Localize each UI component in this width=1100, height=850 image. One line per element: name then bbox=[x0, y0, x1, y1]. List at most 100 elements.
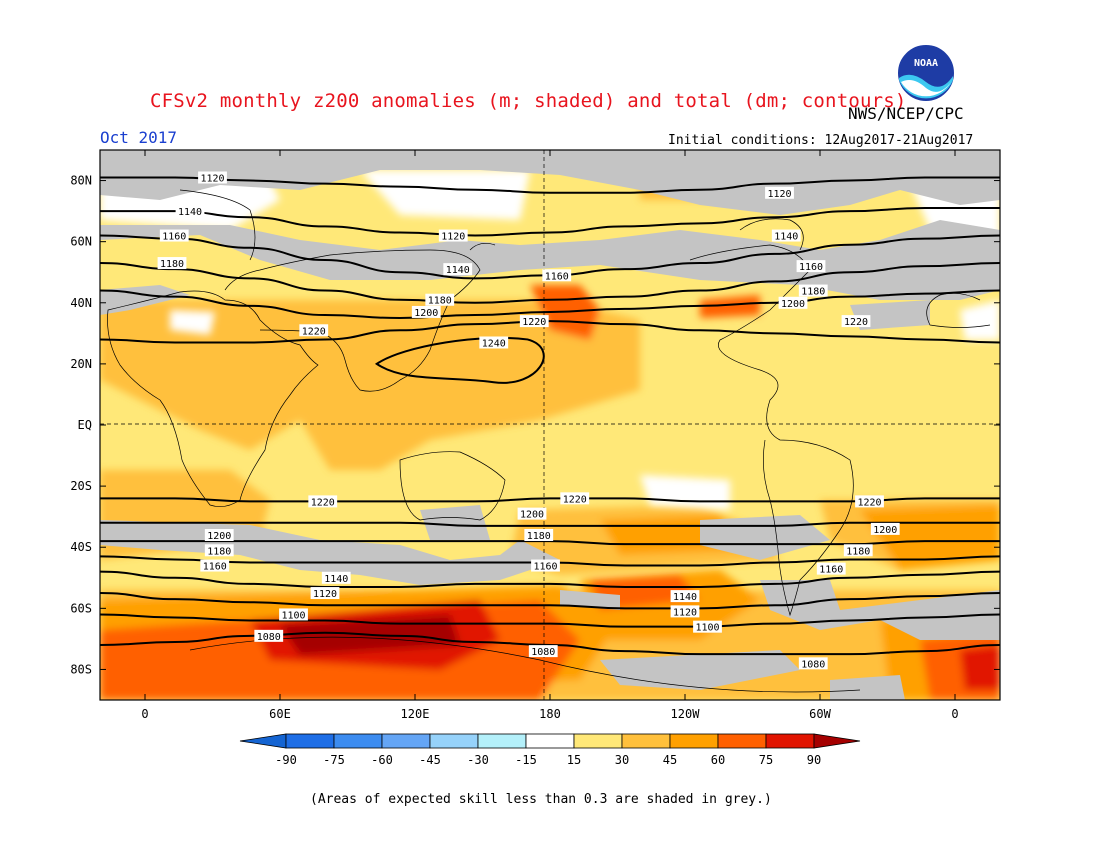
contour-label-bg bbox=[693, 620, 722, 633]
contour-label: 1100 bbox=[695, 623, 719, 634]
contour-label: 1080 bbox=[257, 632, 281, 643]
contour-label-bg bbox=[517, 507, 547, 520]
contour-label-bg bbox=[771, 229, 801, 242]
lat-label: 80S bbox=[70, 662, 92, 676]
colorbar-cell bbox=[429, 733, 479, 749]
contour-label-bg bbox=[443, 263, 473, 276]
contour-label-bg bbox=[778, 296, 808, 309]
contour-label-bg bbox=[204, 544, 234, 557]
contour-label: 1140 bbox=[673, 592, 697, 603]
contour-1180 bbox=[100, 540, 1000, 546]
colorbar-cell bbox=[573, 733, 623, 749]
initial-conditions: Initial conditions: 12Aug2017-21Aug2017 bbox=[668, 133, 974, 148]
colorbar-label: -75 bbox=[323, 753, 345, 767]
contour-label-bg bbox=[841, 315, 871, 328]
contour-label: 1240 bbox=[482, 339, 506, 350]
contour-label-bg bbox=[438, 229, 468, 242]
colorbar-cell bbox=[381, 733, 431, 749]
contour-label: 1120 bbox=[673, 607, 697, 618]
contour-label-bg bbox=[157, 257, 187, 270]
colorbar-label: 60 bbox=[711, 753, 725, 767]
contour-label-bg bbox=[254, 629, 284, 642]
lon-label: 60W bbox=[809, 707, 831, 721]
lon-label: 120W bbox=[671, 707, 701, 721]
contour-label: 1080 bbox=[801, 659, 825, 670]
contour-label-bg bbox=[816, 562, 846, 575]
colorbar-label: 75 bbox=[759, 753, 773, 767]
contour-label: 1080 bbox=[531, 647, 555, 658]
lat-label: EQ bbox=[78, 418, 92, 432]
colorbar-label: -15 bbox=[515, 753, 537, 767]
colorbar-cell bbox=[669, 733, 719, 749]
contour-label: 1180 bbox=[527, 531, 551, 542]
lon-label: 120E bbox=[401, 707, 430, 721]
contour-1100 bbox=[100, 613, 1000, 628]
colorbar-label: -90 bbox=[275, 753, 297, 767]
contour-label-bg bbox=[855, 495, 884, 508]
contour-1140 bbox=[100, 207, 1000, 237]
contour-label: 1160 bbox=[203, 562, 227, 573]
contour-label-bg bbox=[411, 305, 441, 318]
contour-label: 1120 bbox=[767, 189, 791, 200]
contour-label: 1160 bbox=[819, 565, 843, 576]
contour-label-bg bbox=[531, 559, 560, 572]
coastlines bbox=[107, 189, 991, 693]
contour-label: 1120 bbox=[200, 174, 224, 185]
contour-1240 bbox=[374, 336, 545, 384]
contour-label-bg bbox=[175, 205, 205, 218]
lat-label: 60S bbox=[70, 601, 92, 615]
contour-label-bg bbox=[321, 571, 351, 584]
contour-label: 1120 bbox=[313, 589, 337, 600]
lon-label: 0 bbox=[141, 707, 148, 721]
contour-lines bbox=[100, 176, 1000, 656]
contour-1200 bbox=[100, 289, 1000, 320]
contour-label: 1220 bbox=[302, 326, 326, 337]
contour-1180 bbox=[100, 262, 1000, 304]
colorbar-label: 30 bbox=[615, 753, 629, 767]
colorbar-cell bbox=[765, 733, 815, 749]
contour-label-bg bbox=[204, 529, 234, 541]
contour-label: 1140 bbox=[446, 265, 470, 276]
contour-labels: 1120114011601180122011201140118012001160… bbox=[157, 171, 900, 670]
contour-label: 1200 bbox=[520, 510, 544, 521]
longitude-axis: 0 60E 120E 180 120W 60W 0 bbox=[141, 150, 959, 721]
contour-label-bg bbox=[308, 495, 338, 508]
contour-label: 1220 bbox=[857, 497, 881, 508]
color-scale-bar: -90 -75 -60 -45 -30 -15 15 30 45 60 75 90 bbox=[239, 733, 861, 767]
contour-label: 1220 bbox=[563, 494, 587, 505]
contour-1080 bbox=[100, 631, 1000, 656]
colorbar-label: -60 bbox=[371, 753, 393, 767]
contour-label: 1160 bbox=[545, 271, 569, 282]
colorbar-label: -45 bbox=[419, 753, 441, 767]
contour-label-bg bbox=[798, 284, 828, 297]
contour-label-bg bbox=[519, 315, 549, 328]
colorbar-label: 45 bbox=[663, 753, 677, 767]
contour-label: 1200 bbox=[873, 525, 897, 536]
colorbar-cell bbox=[285, 733, 335, 749]
forecast-month: Oct 2017 bbox=[100, 128, 178, 147]
contour-label-bg bbox=[670, 590, 700, 603]
colorbar-cell bbox=[621, 733, 671, 749]
contour-label: 1180 bbox=[160, 259, 184, 270]
contour-label: 1220 bbox=[311, 497, 335, 508]
noaa-logo-text: NOAA bbox=[914, 58, 938, 69]
contour-label-bg bbox=[560, 492, 590, 505]
contour-label: 1180 bbox=[846, 546, 870, 557]
contour-label-bg bbox=[310, 587, 340, 600]
contour-label-bg bbox=[198, 171, 227, 184]
lat-label: 40S bbox=[70, 540, 92, 554]
contour-1140 bbox=[100, 570, 1000, 588]
contour-label: 1180 bbox=[207, 546, 231, 557]
contour-label: 1220 bbox=[522, 317, 546, 328]
lat-label: 20S bbox=[70, 479, 92, 493]
lat-label: 40N bbox=[70, 296, 92, 310]
chart-title: CFSv2 monthly z200 anomalies (m; shaded)… bbox=[150, 90, 907, 112]
contour-label: 1160 bbox=[799, 262, 823, 273]
colorbar-cell bbox=[525, 733, 575, 749]
contour-label: 1100 bbox=[281, 610, 305, 621]
colorbar-cell bbox=[477, 733, 527, 749]
contour-1220 bbox=[100, 497, 1000, 503]
contour-label-bg bbox=[279, 608, 308, 621]
colorbar-label: 90 bbox=[807, 753, 821, 767]
